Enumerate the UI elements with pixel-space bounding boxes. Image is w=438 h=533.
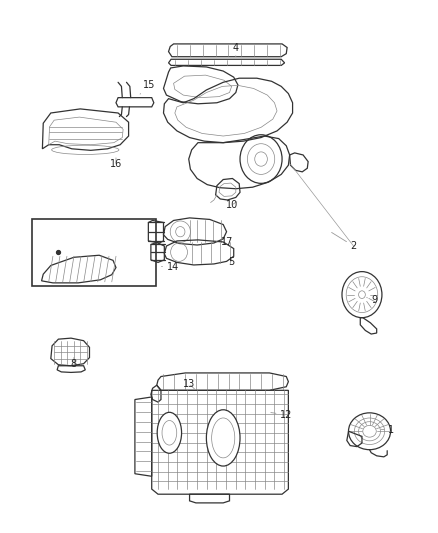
- Text: 9: 9: [367, 295, 378, 305]
- Text: 14: 14: [162, 262, 179, 271]
- Text: 5: 5: [229, 257, 235, 268]
- Text: 2: 2: [332, 232, 357, 251]
- Text: 16: 16: [110, 158, 122, 169]
- Text: 12: 12: [271, 410, 293, 420]
- Ellipse shape: [206, 410, 240, 466]
- Text: 17: 17: [216, 237, 233, 247]
- Text: 8: 8: [71, 358, 77, 369]
- Text: 1: 1: [381, 425, 395, 435]
- Text: 4: 4: [233, 43, 239, 56]
- Text: 13: 13: [184, 379, 196, 390]
- Ellipse shape: [212, 418, 235, 458]
- Text: 15: 15: [140, 80, 156, 94]
- Ellipse shape: [157, 413, 182, 453]
- Ellipse shape: [162, 421, 177, 445]
- Text: 10: 10: [226, 200, 238, 210]
